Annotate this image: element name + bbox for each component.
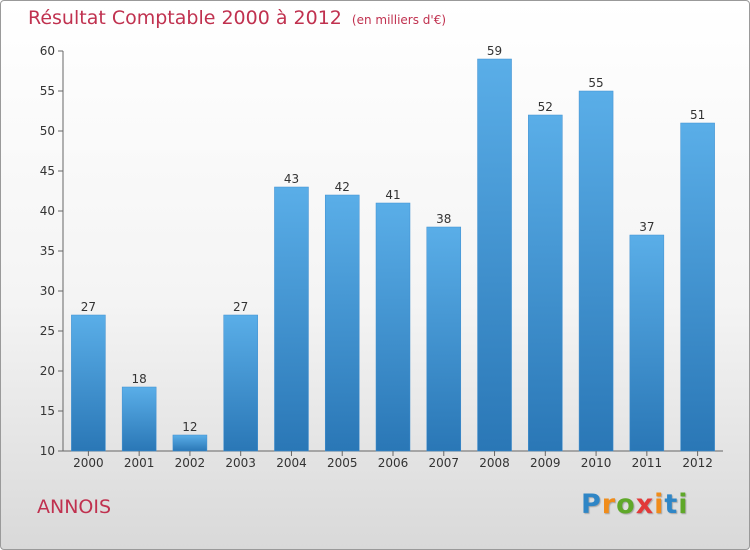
y-tick-label: 30 (40, 284, 55, 298)
logo-letter: x (635, 489, 655, 520)
x-tick-label: 2003 (225, 456, 256, 470)
y-tick-label: 60 (40, 44, 55, 58)
x-tick-label: 2000 (73, 456, 104, 470)
x-tick-label: 2007 (428, 456, 459, 470)
x-tick-label: 2006 (378, 456, 409, 470)
x-tick-label: 2011 (632, 456, 663, 470)
bar-value-label: 27 (81, 300, 96, 314)
bar (477, 58, 512, 452)
bar-value-label: 18 (132, 372, 147, 386)
y-tick-label: 55 (40, 84, 55, 98)
y-tick-label: 45 (40, 164, 55, 178)
logo-letter: o (616, 489, 636, 520)
proxiti-logo: Proxiti (581, 489, 689, 520)
bar-value-label: 55 (588, 76, 603, 90)
bar (71, 314, 106, 452)
x-tick-label: 2001 (124, 456, 155, 470)
bar (324, 194, 360, 452)
bar-value-label: 51 (690, 108, 705, 122)
bar (375, 202, 411, 452)
y-tick-label: 10 (40, 444, 55, 458)
bar (528, 114, 563, 452)
bar-value-label: 43 (284, 172, 299, 186)
bar (578, 90, 614, 452)
x-tick-label: 2004 (276, 456, 307, 470)
chart-title: Résultat Comptable 2000 à 2012 (en millie… (28, 7, 446, 29)
bar (426, 226, 462, 452)
bar-value-label: 41 (385, 188, 400, 202)
logo-letter: i (654, 489, 665, 520)
bar-value-label: 12 (182, 420, 197, 434)
y-tick-label: 50 (40, 124, 55, 138)
logo-letter: r (601, 489, 617, 520)
y-tick-label: 20 (40, 364, 55, 378)
y-tick-label: 40 (40, 204, 55, 218)
y-tick-label: 25 (40, 324, 55, 338)
bar-value-label: 38 (436, 212, 451, 226)
bar-value-label: 27 (233, 300, 248, 314)
bar (680, 122, 715, 452)
logo-letter: P (581, 489, 602, 520)
x-tick-label: 2010 (581, 456, 612, 470)
x-tick-label: 2012 (682, 456, 713, 470)
bar (172, 434, 208, 452)
bar (629, 234, 665, 452)
bar-value-label: 59 (487, 44, 502, 58)
y-tick-label: 15 (40, 404, 55, 418)
chart-title-text: Résultat Comptable 2000 à 2012 (28, 7, 342, 29)
x-tick-label: 2009 (530, 456, 561, 470)
x-tick-label: 2005 (327, 456, 358, 470)
logo-letter: t (664, 489, 679, 520)
logo-letter: i (678, 489, 689, 520)
y-tick-label: 35 (40, 244, 55, 258)
bar (121, 386, 157, 452)
bar (223, 314, 258, 452)
bar-value-label: 37 (639, 220, 654, 234)
x-tick-label: 2002 (175, 456, 206, 470)
chart-unit: (en milliers d'€) (351, 13, 447, 27)
bar-value-label: 52 (538, 100, 553, 114)
x-tick-label: 2008 (479, 456, 510, 470)
bar (274, 186, 309, 452)
commune-name: ANNOIS (37, 496, 112, 518)
bar-value-label: 42 (335, 180, 350, 194)
